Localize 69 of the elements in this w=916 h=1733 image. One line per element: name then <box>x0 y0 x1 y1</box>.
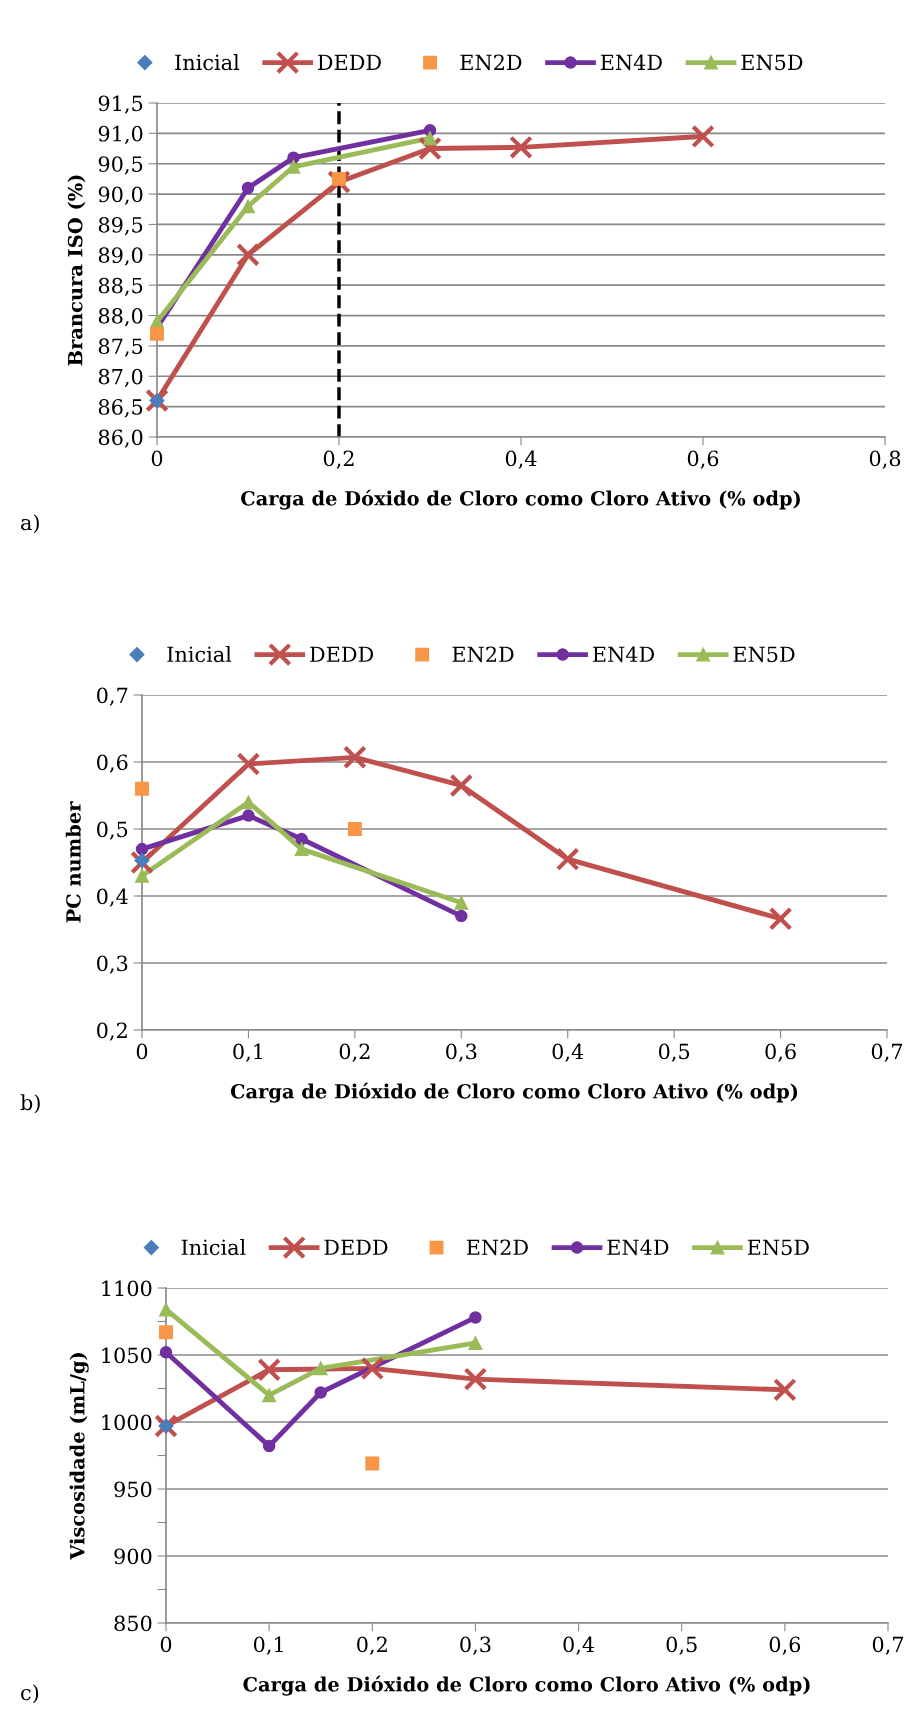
x-tick-label: 0,7 <box>871 1043 903 1062</box>
y-tick-label: 87,5 <box>98 338 143 357</box>
x-tick-label: 0,2 <box>323 450 354 469</box>
legend-label: DEDD <box>310 646 374 662</box>
y-tick-label: 86,0 <box>98 429 143 448</box>
x-tick-label: 0 <box>160 1636 172 1653</box>
text: a) <box>21 514 39 534</box>
y-tick-label: 900 <box>114 1548 152 1565</box>
x-tick-label: 0 <box>151 450 163 467</box>
x-tick-label: 0,1 <box>253 1636 283 1655</box>
x-tick-label: 0,4 <box>552 1043 584 1062</box>
y-tick-label: 87,0 <box>98 368 143 388</box>
x-tick-label: 0,2 <box>357 1636 387 1655</box>
legend-label: EN5D <box>733 646 795 663</box>
x-axis-title: Carga de Dióxido de Cloro como Cloro Ativo (% odp) <box>243 1675 810 1696</box>
x-tick-label: 0,4 <box>505 450 537 469</box>
x-tick-label: 0,8 <box>869 450 901 469</box>
x-tick-label: 0,4 <box>563 1636 595 1655</box>
legend-label: EN2D <box>460 54 522 71</box>
y-tick-label: 0,3 <box>97 955 128 974</box>
y-tick-label: 0,2 <box>97 1022 127 1041</box>
x-tick-label: 0,2 <box>339 1043 370 1062</box>
y-tick-label: 950 <box>114 1481 152 1498</box>
legend-label: Inicial <box>175 54 240 71</box>
y-tick-label: 0,4 <box>97 888 128 907</box>
y-axis-title: Viscosidade (mL/g) <box>69 1353 89 1560</box>
x-tick-label: 0,6 <box>769 1636 801 1655</box>
x-axis-title: Carga de Dóxido de Cloro como Cloro Ativo (% odp) <box>241 489 800 510</box>
y-tick-label: 0,5 <box>97 821 128 840</box>
x-tick-label: 0,7 <box>872 1636 904 1655</box>
y-tick-label: 90,0 <box>98 186 143 205</box>
text: b) <box>20 1094 40 1114</box>
text: c) <box>21 1684 39 1704</box>
x-axis-title: Carga de Dióxido de Cloro como Cloro Ativo (% odp) <box>230 1082 798 1103</box>
y-tick-label: 1050 <box>102 1347 152 1364</box>
y-tick-label: 0,6 <box>97 754 128 773</box>
legend-label: Inicial <box>181 1239 246 1256</box>
x-tick-label: 0,3 <box>460 1636 491 1655</box>
x-tick-label: 0 <box>136 1043 148 1060</box>
y-tick-label: 89,5 <box>98 216 143 236</box>
y-tick-label: 88,0 <box>98 308 143 327</box>
y-tick-label: 86,5 <box>98 399 143 418</box>
y-tick-label: 88,5 <box>98 277 143 296</box>
legend-label: DEDD <box>317 54 381 70</box>
y-tick-label: 0,7 <box>97 687 128 706</box>
legend-label: EN2D <box>466 1239 528 1256</box>
x-tick-label: 0,5 <box>658 1043 690 1062</box>
legend-label: EN4D <box>607 1239 669 1256</box>
legend-label: EN5D <box>741 54 803 71</box>
y-tick-label: 91,0 <box>98 125 143 145</box>
y-tick-label: 91,5 <box>98 95 143 114</box>
y-tick-label: 850 <box>114 1615 152 1632</box>
legend-label: EN4D <box>600 54 662 71</box>
x-tick-label: 0,1 <box>233 1043 263 1062</box>
legend-label: EN2D <box>452 646 514 663</box>
y-tick-label: 1000 <box>102 1414 152 1431</box>
legend-label: DEDD <box>324 1239 388 1255</box>
x-tick-label: 0,3 <box>446 1043 477 1062</box>
y-axis-title: Brancura ISO (%) <box>67 175 86 366</box>
y-tick-label: 1100 <box>102 1280 152 1297</box>
y-axis-title: PC number <box>65 801 81 923</box>
x-tick-label: 0,6 <box>765 1043 796 1062</box>
y-tick-label: 90,5 <box>98 156 143 175</box>
y-tick-label: 89,0 <box>98 247 143 266</box>
x-tick-label: 0,5 <box>666 1636 697 1655</box>
legend-label: Inicial <box>167 646 232 663</box>
x-tick-label: 0,6 <box>687 450 719 469</box>
legend-label: EN4D <box>593 646 655 663</box>
legend-label: EN5D <box>747 1239 809 1256</box>
